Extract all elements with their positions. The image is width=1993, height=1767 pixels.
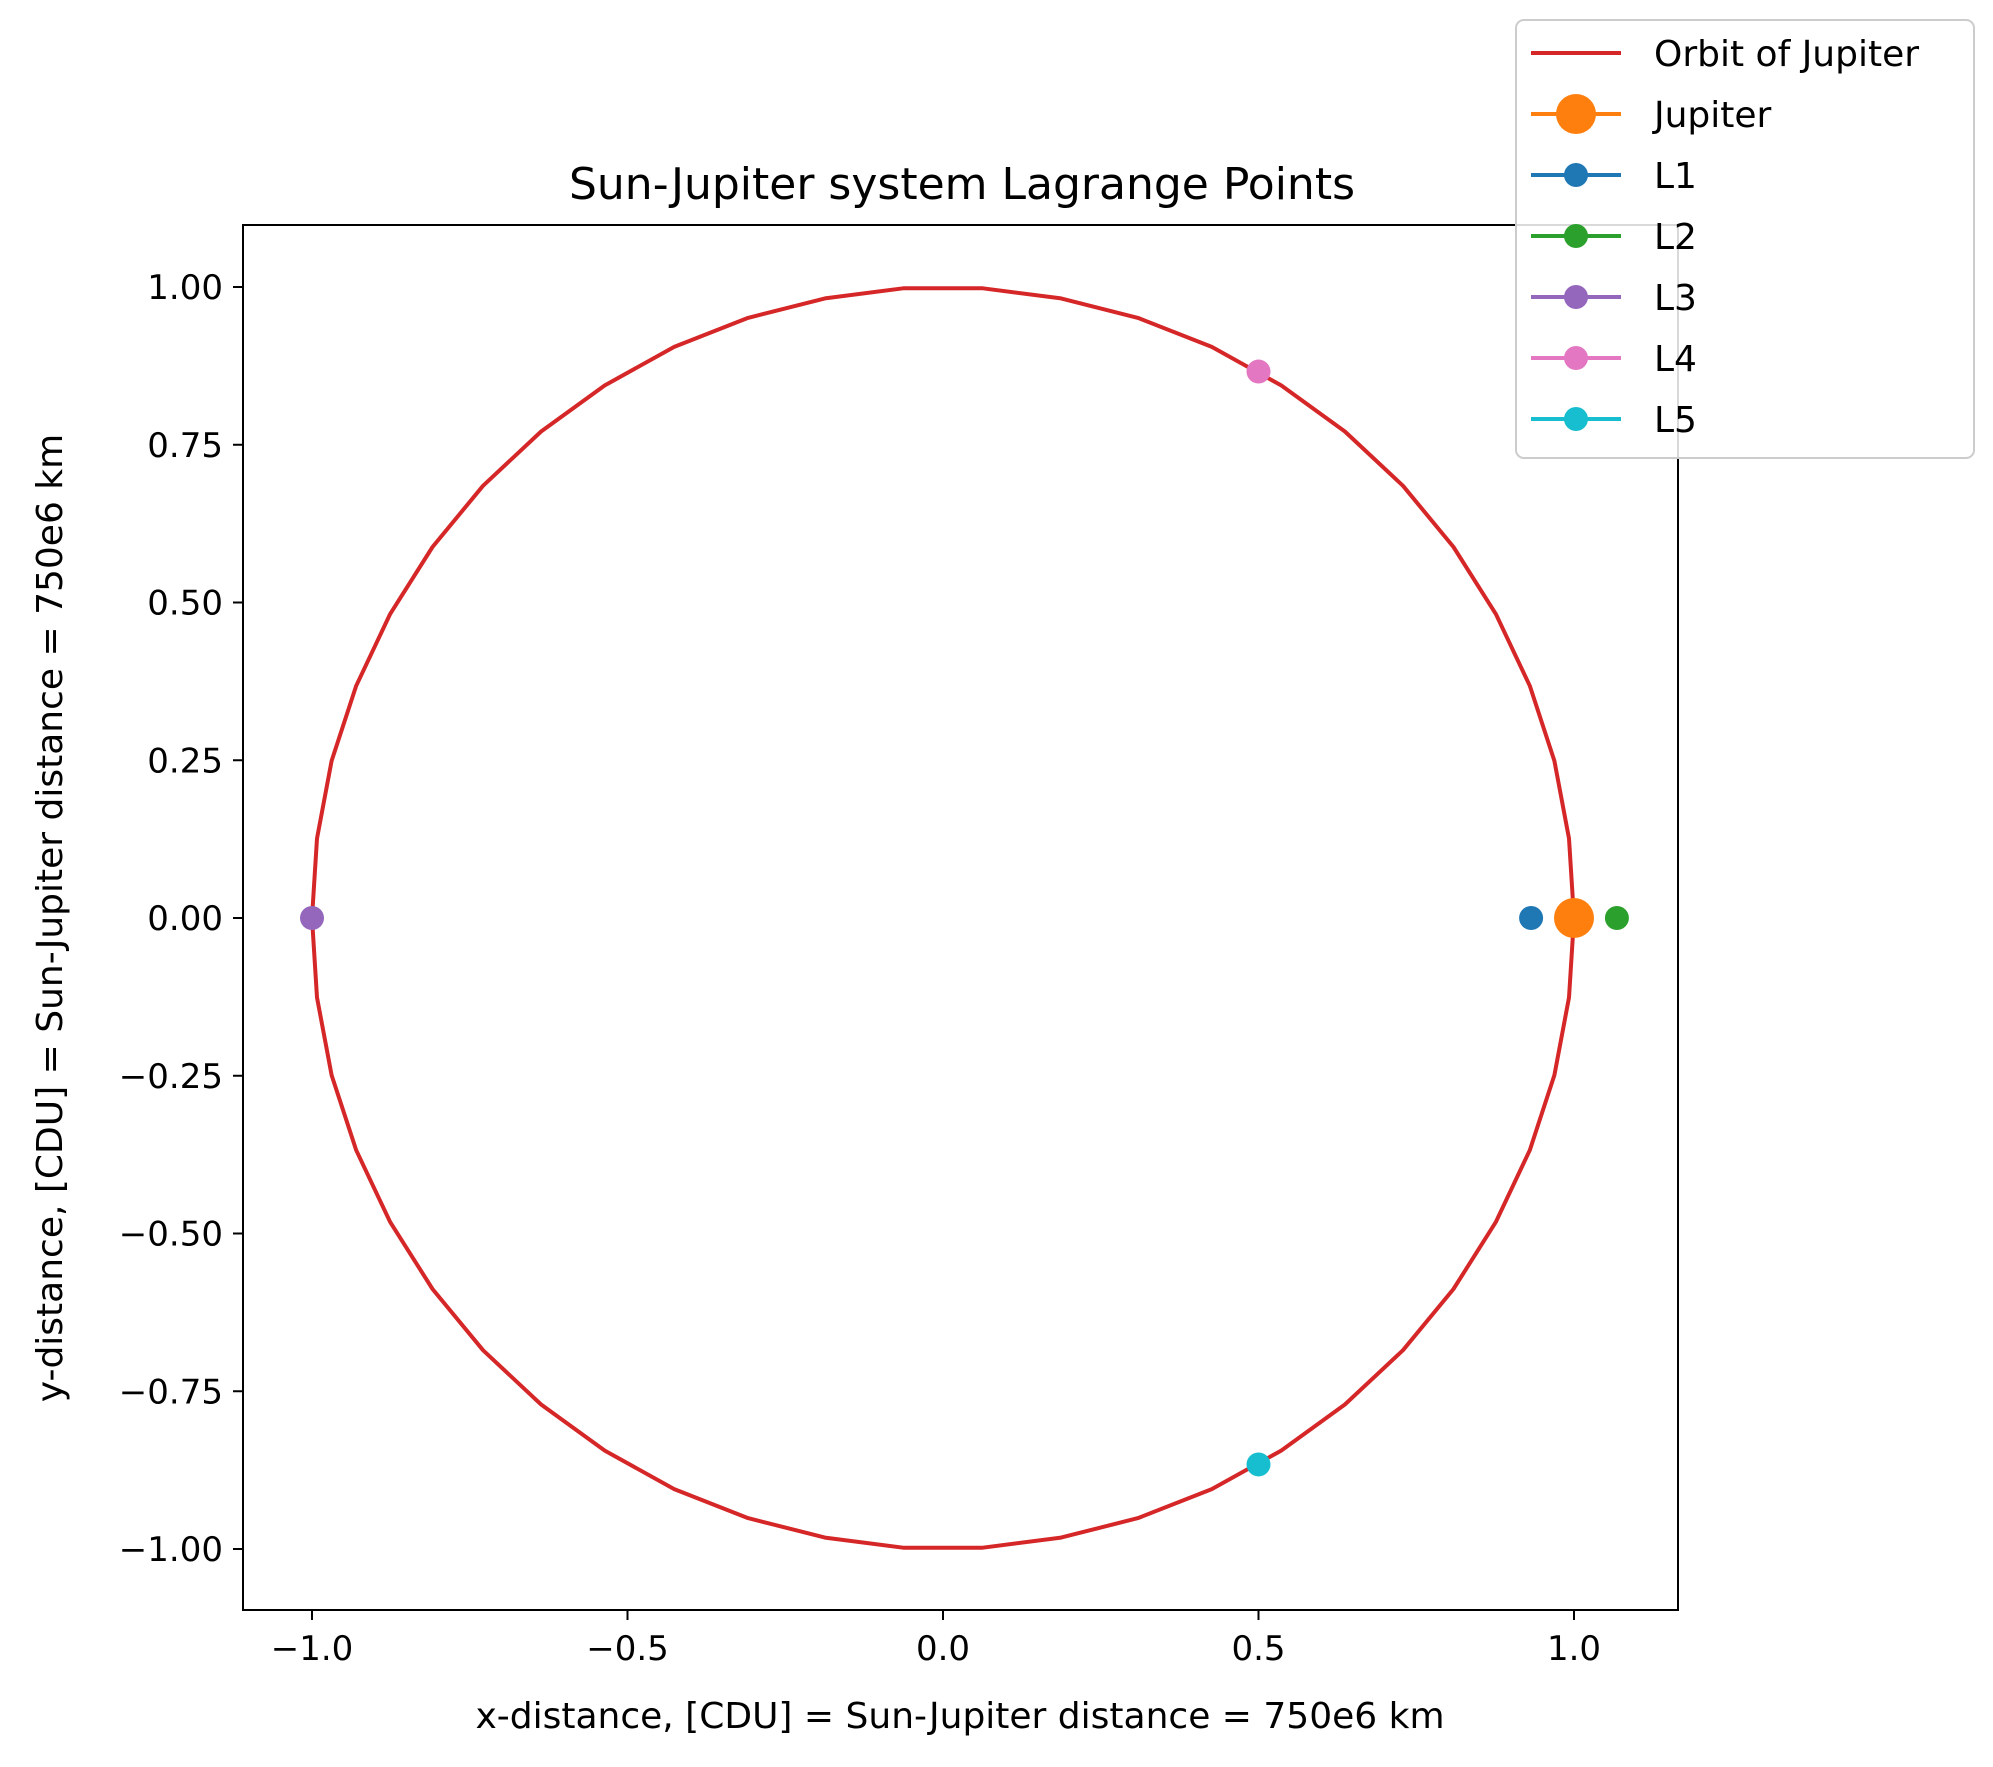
y-tick-label: 1.00 bbox=[147, 268, 223, 308]
y-ticks: 1.00 0.75 0.50 0.25 0.00 −0.25 −0.50 −0.75 −1.00 bbox=[119, 268, 243, 1570]
legend-marker-jupiter bbox=[1556, 94, 1596, 134]
y-axis-label: y-distance, [CDU] = Sun-Jupiter distance… bbox=[30, 434, 71, 1402]
point-l4 bbox=[1246, 359, 1271, 384]
legend-label-l1: L1 bbox=[1654, 156, 1697, 197]
plot-area bbox=[300, 286, 1629, 1550]
legend-marker-l1 bbox=[1564, 163, 1588, 187]
legend: Orbit of Jupiter Jupiter L1 L2 L3 L4 L5 bbox=[1515, 19, 1975, 459]
point-l5 bbox=[1246, 1452, 1271, 1477]
legend-box bbox=[1515, 19, 1975, 459]
x-ticks: −1.0 −0.5 0.0 0.5 1.0 bbox=[271, 1610, 1601, 1669]
legend-marker-l4 bbox=[1564, 346, 1588, 370]
legend-marker-l3 bbox=[1564, 285, 1588, 309]
x-tick-label: 0.0 bbox=[916, 1629, 970, 1669]
legend-label-l2: L2 bbox=[1654, 217, 1697, 258]
y-tick-label: 0.25 bbox=[147, 741, 223, 781]
x-tick-label: 0.5 bbox=[1231, 1629, 1285, 1669]
y-tick-label: 0.50 bbox=[147, 584, 223, 624]
point-l1 bbox=[1519, 906, 1544, 930]
x-axis-label: x-distance, [CDU] = Sun-Jupiter distance… bbox=[475, 1696, 1444, 1737]
y-tick-label: −0.75 bbox=[119, 1372, 223, 1412]
point-l3 bbox=[300, 906, 324, 930]
legend-label-l3: L3 bbox=[1654, 278, 1697, 319]
x-tick-label: −0.5 bbox=[586, 1629, 669, 1669]
legend-label-l5: L5 bbox=[1654, 400, 1697, 441]
y-tick-label: 0.75 bbox=[147, 426, 223, 466]
legend-label-l4: L4 bbox=[1654, 339, 1697, 380]
point-l2 bbox=[1604, 906, 1629, 930]
y-tick-label: −0.25 bbox=[119, 1057, 223, 1097]
legend-label-jupiter: Jupiter bbox=[1652, 95, 1772, 136]
x-tick-label: 1.0 bbox=[1547, 1629, 1601, 1669]
legend-marker-l2 bbox=[1564, 224, 1588, 248]
y-tick-label: 0.00 bbox=[147, 899, 223, 939]
legend-marker-l5 bbox=[1564, 407, 1588, 431]
y-tick-label: −1.00 bbox=[119, 1530, 223, 1570]
x-tick-label: −1.0 bbox=[271, 1629, 354, 1669]
point-jupiter bbox=[1554, 898, 1594, 938]
y-tick-label: −0.50 bbox=[119, 1215, 223, 1255]
legend-label-orbit-of-jupiter: Orbit of Jupiter bbox=[1654, 34, 1919, 75]
chart-title: Sun-Jupiter system Lagrange Points bbox=[569, 159, 1355, 210]
points-layer bbox=[300, 359, 1629, 1477]
